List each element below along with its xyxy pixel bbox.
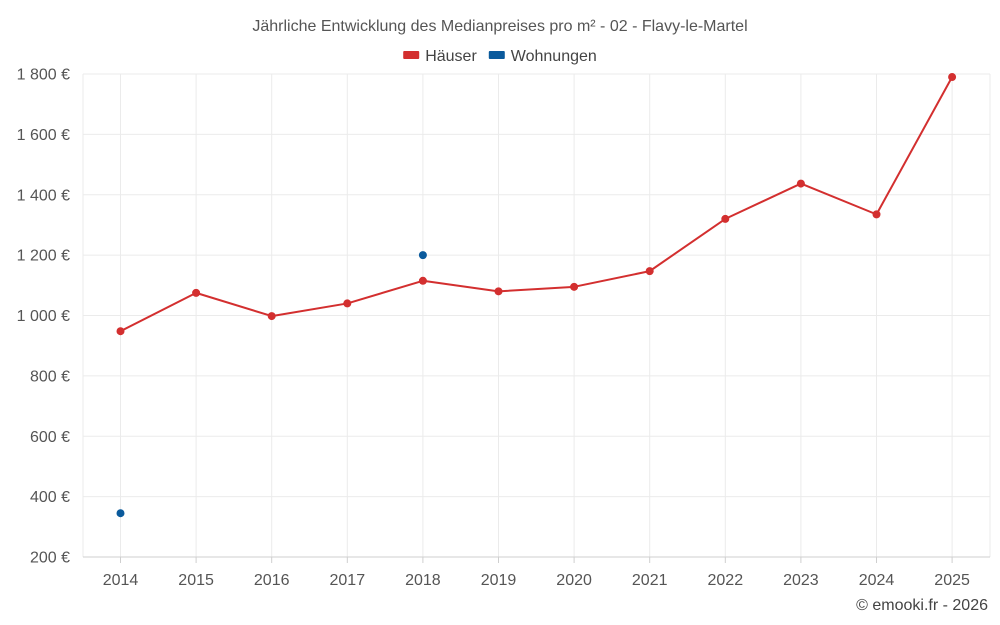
series-line-segment: [799, 182, 878, 216]
series-line-segment: [421, 279, 500, 293]
data-point[interactable]: [418, 276, 427, 285]
x-tick-label: 2018: [405, 572, 441, 589]
data-point[interactable]: [570, 282, 579, 291]
x-tick-label: 2014: [103, 572, 139, 589]
y-tick-label: 1 000 €: [17, 308, 70, 325]
data-point[interactable]: [645, 267, 654, 276]
grid: [82, 73, 991, 558]
credit-text: © emooki.fr - 2026: [856, 597, 988, 614]
data-point[interactable]: [116, 509, 125, 518]
series-line-segment: [195, 291, 273, 318]
y-axis: 200 € 400 € 600 € 800 € 1 000 € 1 200 € 1 400 …: [17, 67, 70, 567]
y-tick-label: 1 600 €: [17, 127, 70, 144]
y-tick-label: 400 €: [30, 489, 70, 506]
data-point[interactable]: [267, 312, 276, 321]
series-0: [116, 73, 957, 336]
data-point[interactable]: [948, 73, 957, 82]
x-tick-label: 2020: [556, 572, 592, 589]
x-axis: 2014 2015 2016 2017 2018 2019 2020 2021 2022 2023…: [103, 557, 970, 589]
series-line-segment: [875, 76, 954, 216]
series-line-segment: [497, 285, 576, 293]
legend-label: Häuser: [425, 48, 477, 65]
series-line-segment: [119, 291, 198, 333]
legend-swatch: [403, 51, 420, 59]
data-point[interactable]: [418, 251, 427, 260]
series-line-segment: [648, 217, 727, 273]
data-point[interactable]: [116, 327, 125, 336]
y-tick-label: 1 800 €: [17, 67, 70, 84]
legend-item[interactable]: Wohnungen: [488, 48, 597, 65]
y-tick-label: 200 €: [30, 550, 70, 567]
x-tick-label: 2022: [708, 572, 744, 589]
x-tick-label: 2016: [254, 572, 290, 589]
y-tick-label: 800 €: [30, 368, 70, 385]
series-line-segment: [346, 279, 424, 305]
x-tick-label: 2024: [859, 572, 895, 589]
series-1: [116, 251, 427, 518]
series-group: [116, 73, 957, 518]
data-point[interactable]: [796, 179, 805, 188]
legend[interactable]: Häuser Wohnungen: [403, 48, 597, 65]
y-tick-label: 1 200 €: [17, 248, 70, 265]
x-tick-label: 2015: [178, 572, 214, 589]
legend-item[interactable]: Häuser: [403, 48, 477, 65]
legend-label: Wohnungen: [511, 48, 597, 65]
data-point[interactable]: [192, 288, 201, 297]
series-line-segment: [573, 270, 651, 288]
data-point[interactable]: [721, 214, 730, 223]
data-point[interactable]: [343, 299, 352, 308]
x-tick-label: 2019: [481, 572, 517, 589]
series-line-segment: [270, 302, 349, 318]
x-tick-label: 2021: [632, 572, 668, 589]
x-tick-label: 2025: [934, 572, 970, 589]
x-tick-label: 2023: [783, 572, 819, 589]
data-point[interactable]: [494, 287, 503, 296]
series-line-segment: [724, 182, 802, 220]
data-point[interactable]: [872, 210, 881, 219]
chart-title: Jährliche Entwicklung des Medianpreises …: [252, 18, 747, 35]
y-tick-label: 600 €: [30, 429, 70, 446]
y-tick-label: 1 400 €: [17, 187, 70, 204]
legend-swatch: [488, 51, 505, 59]
x-tick-label: 2017: [330, 572, 366, 589]
